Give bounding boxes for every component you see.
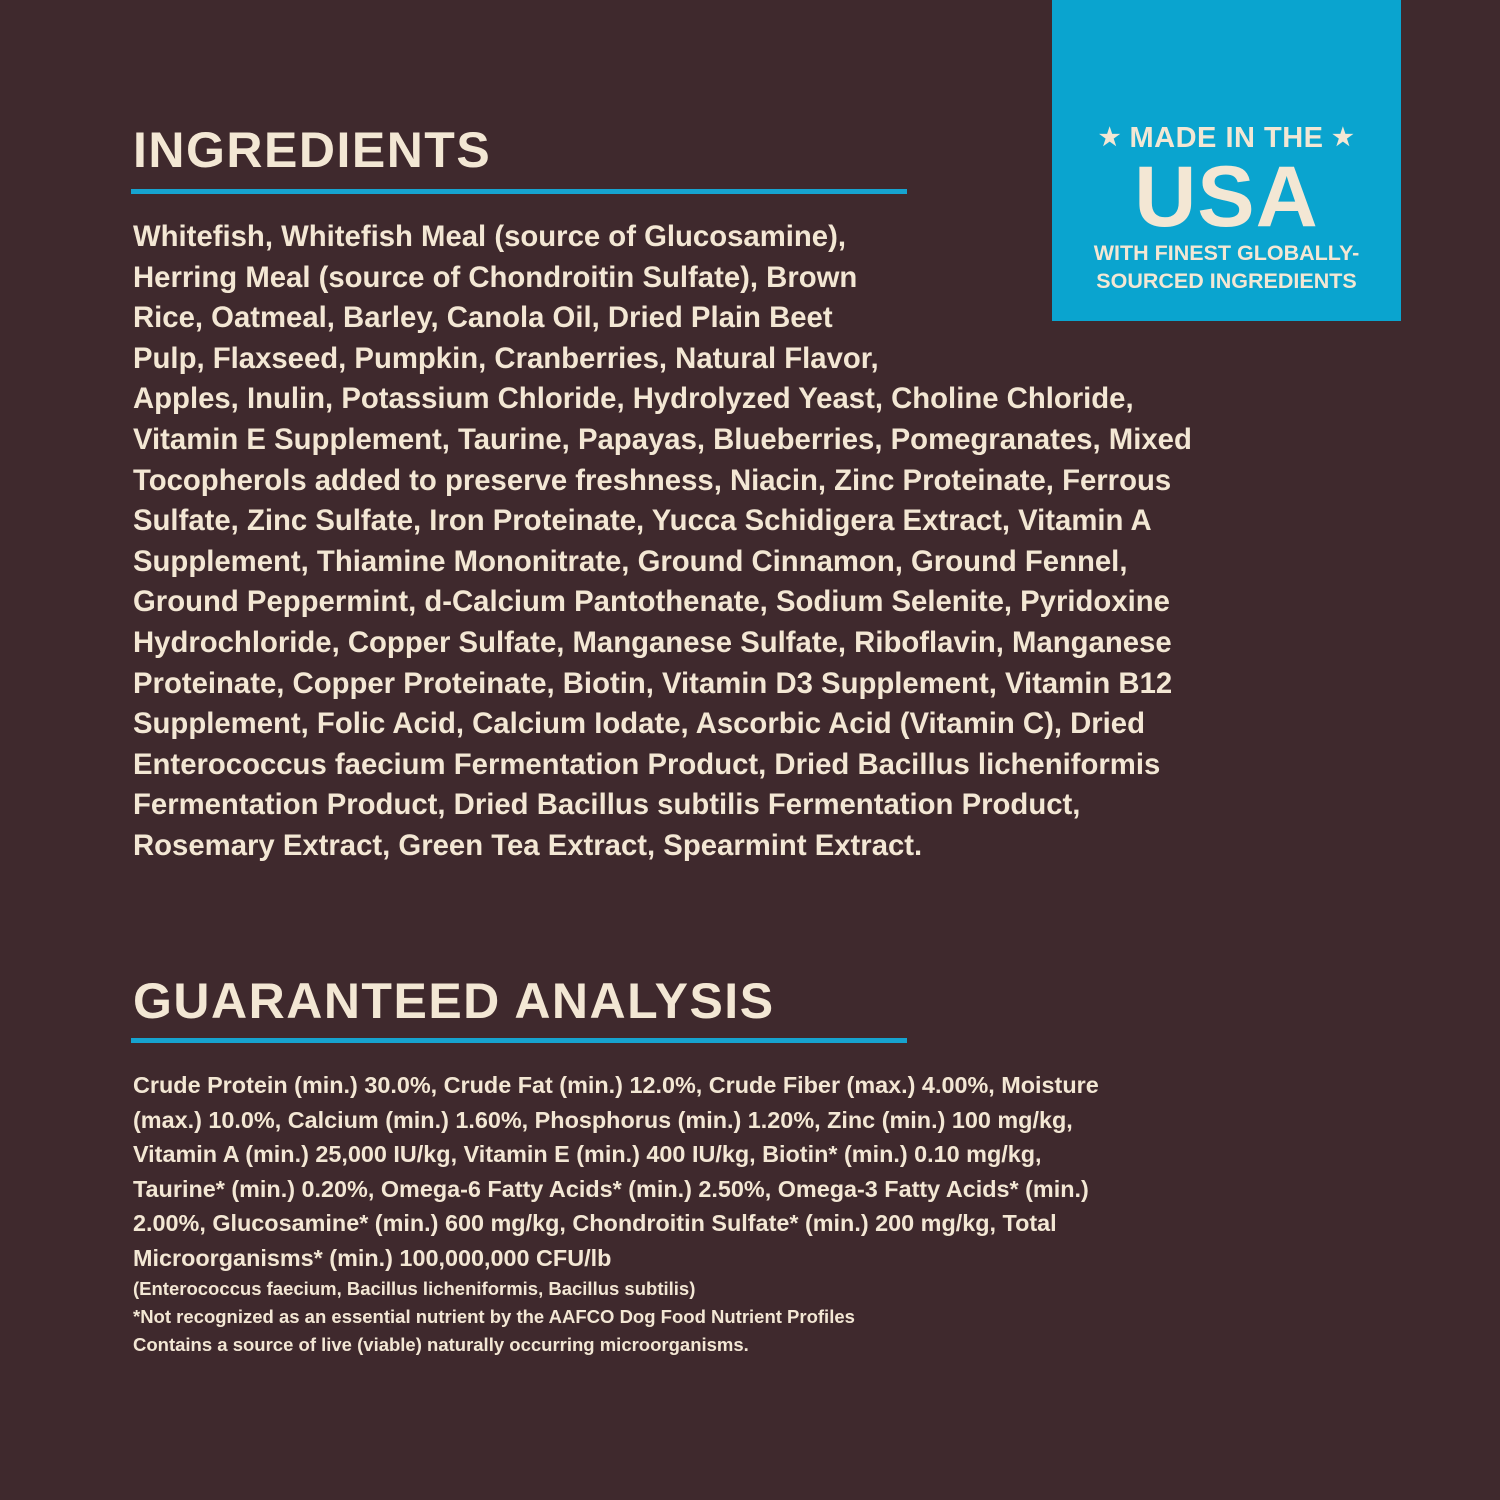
ingredients-line: Rice, Oatmeal, Barley, Canola Oil, Dried… (133, 301, 833, 335)
analysis-line: Vitamin A (min.) 25,000 IU/kg, Vitamin E… (133, 1141, 1042, 1167)
footnote-line: (Enterococcus faecium, Bacillus lichenif… (133, 1278, 696, 1299)
analysis-line: (max.) 10.0%, Calcium (min.) 1.60%, Phos… (133, 1106, 1073, 1133)
badge-usa: USA (1134, 149, 1319, 245)
ingredients-line: Enterococcus faecium Fermentation Produc… (133, 747, 1161, 781)
ingredients-line: Proteinate, Copper Proteinate, Biotin, V… (133, 666, 1173, 700)
ingredients-line: Sulfate, Zinc Sulfate, Iron Proteinate, … (133, 504, 1152, 538)
analysis-line: 2.00%, Glucosamine* (min.) 600 mg/kg, Ch… (133, 1210, 1057, 1236)
analysis-heading: GUARANTEED ANALYSIS (133, 973, 775, 1029)
ingredients-line: Pulp, Flaxseed, Pumpkin, Cranberries, Na… (133, 341, 879, 375)
ingredients-line: Apples, Inulin, Potassium Chloride, Hydr… (133, 382, 1134, 416)
ingredients-line: Rosemary Extract, Green Tea Extract, Spe… (133, 828, 923, 862)
badge-subtitle: WITH FINEST GLOBALLY- SOURCED INGREDIENT… (1052, 239, 1401, 295)
ingredients-line: Vitamin E Supplement, Taurine, Papayas, … (133, 422, 1192, 456)
ingredients-line: Fermentation Product, Dried Bacillus sub… (133, 788, 1081, 822)
badge-sub-line: SOURCED INGREDIENTS (1096, 269, 1357, 293)
analysis-line: Crude Protein (min.) 30.0%, Crude Fat (m… (133, 1072, 1099, 1098)
made-in-usa-badge: ★ MADE IN THE ★ USA WITH FINEST GLOBALLY… (1052, 0, 1401, 321)
analysis-line: Taurine* (min.) 0.20%, Omega-6 Fatty Aci… (133, 1175, 1089, 1202)
ingredients-line: Supplement, Folic Acid, Calcium Iodate, … (133, 707, 1146, 741)
ingredients-line: Hydrochloride, Copper Sulfate, Manganese… (133, 625, 1172, 659)
ingredients-line: Tocopherols added to preserve freshness,… (133, 463, 1172, 497)
analysis-line: Microorganisms* (min.) 100,000,000 CFU/l… (133, 1244, 612, 1271)
badge-sub-line: WITH FINEST GLOBALLY- (1093, 241, 1360, 265)
badge-top-line: ★ MADE IN THE ★ (1052, 122, 1401, 155)
ingredients-heading: INGREDIENTS (133, 122, 492, 178)
footnote-line: Contains a source of live (viable) natur… (133, 1334, 749, 1355)
analysis-footnotes: (Enterococcus faecium, Bacillus lichenif… (133, 1275, 855, 1359)
ingredients-list: Whitefish, Whitefish Meal (source of Glu… (133, 217, 1192, 867)
footnote-line: *Not recognized as an essential nutrient… (133, 1306, 855, 1327)
ingredients-line: Supplement, Thiamine Mononitrate, Ground… (133, 544, 1128, 578)
badge-made-in-the: MADE IN THE (1129, 122, 1324, 154)
analysis-underline (131, 1038, 907, 1043)
star-icon: ★ (1332, 124, 1355, 151)
ingredients-line: Whitefish, Whitefish Meal (source of Glu… (133, 220, 846, 253)
ingredients-underline (131, 189, 907, 194)
star-icon: ★ (1098, 124, 1121, 151)
analysis-list: Crude Protein (min.) 30.0%, Crude Fat (m… (133, 1068, 1099, 1275)
ingredients-line: Herring Meal (source of Chondroitin Sulf… (133, 260, 858, 294)
ingredients-line: Ground Peppermint, d-Calcium Pantothenat… (133, 585, 1170, 619)
